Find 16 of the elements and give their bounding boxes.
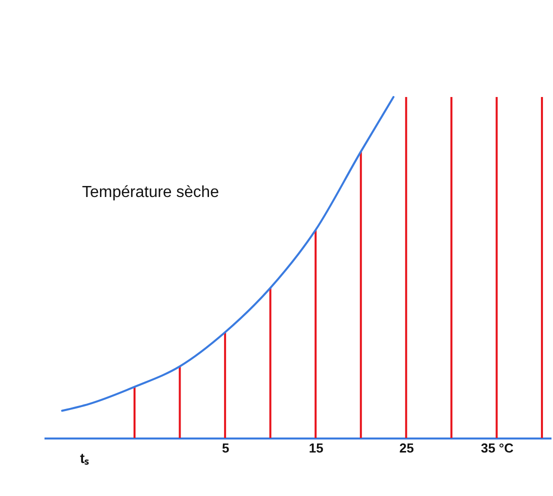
x-tick-label: 5	[222, 440, 230, 456]
bar	[314, 230, 317, 438]
bar	[134, 386, 136, 438]
annotation: Température sèche	[82, 184, 220, 201]
x-tick-label: 15	[308, 440, 324, 456]
bar	[496, 97, 498, 438]
bar	[405, 97, 408, 438]
bar	[450, 97, 452, 438]
x-tick-label: 35 °C	[480, 440, 514, 456]
bar	[269, 288, 272, 438]
bar	[224, 332, 226, 438]
bar	[178, 366, 181, 438]
bar	[360, 152, 362, 438]
text: tₛ	[80, 450, 90, 466]
x-tick-label: 25	[399, 440, 414, 456]
bar	[540, 97, 543, 438]
